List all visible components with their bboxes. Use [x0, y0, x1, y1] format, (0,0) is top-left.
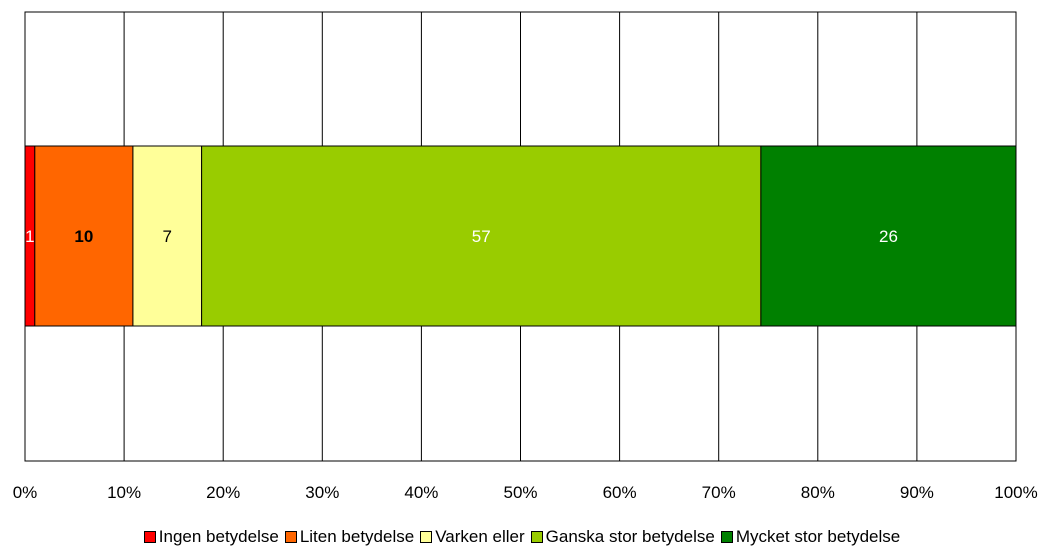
legend-item: Varken eller — [420, 527, 525, 547]
legend-item: Ingen betydelse — [143, 527, 279, 547]
legend-swatch — [284, 531, 297, 543]
bar-stack: 1 10 7 57 26 — [24, 145, 1017, 327]
x-tick-label: 50% — [503, 483, 537, 502]
legend-item: Ganska stor betydelse — [530, 527, 715, 547]
legend-label: Ganska stor betydelse — [545, 527, 715, 546]
data-label: 10 — [74, 227, 93, 246]
x-tick-label: 80% — [801, 483, 835, 502]
bar-segment — [34, 145, 134, 327]
bar-segment — [760, 145, 1017, 327]
legend-item: Mycket stor betydelse — [720, 527, 901, 547]
legend-swatch — [143, 531, 156, 543]
legend-swatch — [420, 531, 433, 543]
legend-item: Liten betydelse — [284, 527, 415, 547]
x-tick-label: 30% — [305, 483, 339, 502]
legend-label: Liten betydelse — [299, 527, 415, 546]
x-tick-label: 60% — [603, 483, 637, 502]
x-tick-label: 70% — [702, 483, 736, 502]
legend-label: Mycket stor betydelse — [735, 527, 901, 546]
x-tick-label: 90% — [900, 483, 934, 502]
x-tick-label: 100% — [994, 483, 1037, 502]
legend-swatch — [720, 531, 733, 543]
data-label: 1 — [25, 227, 34, 246]
data-label: 7 — [163, 227, 172, 246]
bar-segment — [201, 145, 762, 327]
x-tick-label: 10% — [107, 483, 141, 502]
legend-swatch — [530, 531, 543, 543]
x-tick-label: 20% — [206, 483, 240, 502]
x-axis-ticks: 0% 10% 20% 30% 40% 50% 60% 70% 80% 90% 100% — [13, 483, 1038, 502]
x-tick-label: 40% — [404, 483, 438, 502]
data-label: 26 — [879, 227, 898, 246]
x-tick-label: 0% — [13, 483, 38, 502]
legend-label: Ingen betydelse — [158, 527, 279, 546]
legend: Ingen betydelse Liten betydelse Varken ell… — [0, 526, 1044, 548]
chart: 1 10 7 57 26 0% 10% 20% 30% 40% 50% 60% 70% 80% 90% 10… — [13, 11, 1038, 502]
data-label: 57 — [472, 227, 491, 246]
legend-label: Varken eller — [435, 527, 525, 546]
